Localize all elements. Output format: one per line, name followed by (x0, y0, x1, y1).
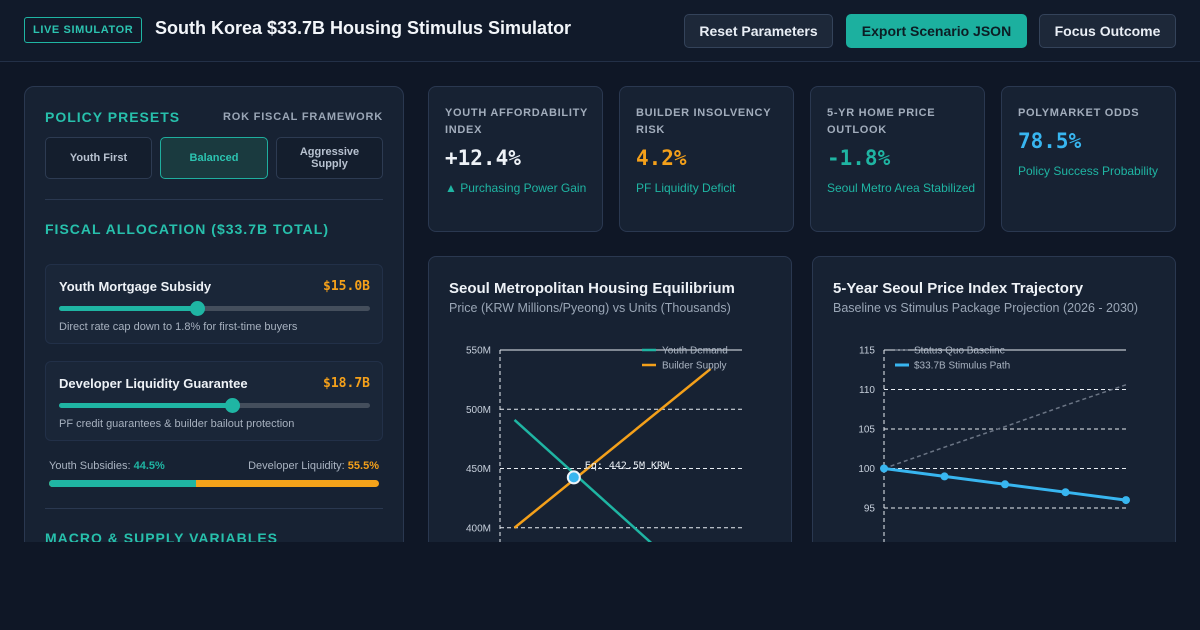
framework-label: ROK FISCAL FRAMEWORK (222, 111, 383, 123)
kpi-youth-affordability: YOUTH AFFORDABILITY INDEX +12.4% ▲ Purch… (428, 86, 603, 232)
y-tick-label: 500M (466, 405, 491, 416)
legend-label: Builder Supply (662, 361, 726, 372)
legend-label: Status Quo Baseline (914, 346, 1006, 357)
chart-subtitle: Price (KRW Millions/Pyeong) vs Units (Th… (449, 301, 731, 315)
slider-label: Youth Mortgage Subsidy (59, 279, 212, 294)
youth-subsidy-slider[interactable] (59, 301, 370, 316)
developer-liquidity-slider-card: Developer Liquidity Guarantee $18.7B PF … (45, 361, 383, 441)
data-point (1061, 488, 1070, 497)
developer-liquidity-slider[interactable] (59, 398, 370, 413)
slider-value: $18.7B (323, 376, 370, 391)
kpi-subtext: PF Liquidity Deficit (636, 181, 736, 195)
data-point (880, 464, 888, 473)
series-line (513, 367, 712, 529)
youth-split-text: Youth Subsidies: 44.5% (49, 460, 165, 472)
kpi-value: -1.8% (827, 146, 891, 170)
kpi-label: POLYMARKET ODDS (1018, 107, 1140, 119)
kpi-subtext: Seoul Metro Area Stabilized (827, 181, 976, 195)
y-tick-label: 105 (858, 425, 875, 436)
kpi-home-price-outlook: 5-YR HOME PRICE OUTLOOK -1.8% Seoul Metr… (810, 86, 985, 232)
y-tick-label: 115 (859, 346, 875, 357)
price-trajectory-chart-panel: 115 110 105 100 95 Status Quo Baseline $33.7B … (812, 256, 1176, 556)
youth-split-value: 44.5% (133, 460, 165, 472)
legend-label: $33.7B Stimulus Path (914, 361, 1010, 372)
slider-description: Direct rate cap down to 1.8% for first-t… (59, 321, 298, 333)
y-tick-label: 450M (466, 464, 491, 475)
kpi-label: 5-YR HOME PRICE OUTLOOK (827, 107, 936, 136)
developer-split-text: Developer Liquidity: 55.5% (248, 460, 379, 472)
divider (45, 199, 383, 200)
data-point (940, 472, 949, 481)
kpi-label: BUILDER INSOLVENCY RISK (636, 107, 772, 136)
youth-subsidy-slider-card: Youth Mortgage Subsidy $15.0B Direct rat… (45, 264, 383, 344)
app-title: South Korea $33.7B Housing Stimulus Simu… (155, 18, 572, 38)
kpi-polymarket-odds: POLYMARKET ODDS 78.5% Policy Success Pro… (1001, 86, 1176, 232)
equilibrium-chart-panel: 550M 500M 450M 400M Youth Demand Builder Supp… (428, 256, 792, 556)
export-scenario-button[interactable]: Export Scenario JSON (846, 14, 1027, 48)
slider-value: $15.0B (323, 279, 370, 294)
slider-description: PF credit guarantees & builder bailout p… (59, 418, 295, 430)
y-tick-label: 110 (859, 385, 875, 396)
fiscal-allocation-title: FISCAL ALLOCATION ($33.7B TOTAL) (45, 221, 330, 237)
slider-label: Developer Liquidity Guarantee (59, 376, 248, 391)
chart-title: Seoul Metropolitan Housing Equilibrium (449, 280, 735, 297)
page-background (0, 542, 1200, 630)
legend-label: Youth Demand (662, 346, 728, 357)
kpi-value: 4.2% (636, 146, 687, 170)
y-tick-label: 100 (858, 464, 875, 475)
live-simulator-badge: LIVE SIMULATOR (24, 17, 143, 43)
kpi-builder-insolvency: BUILDER INSOLVENCY RISK 4.2% PF Liquidit… (619, 86, 794, 232)
kpi-value: 78.5% (1018, 129, 1082, 153)
baseline-line (883, 384, 1127, 470)
data-point (1122, 496, 1130, 505)
developer-split-value: 55.5% (347, 460, 379, 472)
y-tick-label: 550M (466, 346, 491, 357)
chart-subtitle: Baseline vs Stimulus Package Projection … (833, 301, 1139, 315)
kpi-subtext: ▲ Purchasing Power Gain (445, 181, 587, 195)
preset-balanced-button[interactable]: Balanced (160, 137, 268, 179)
policy-sidebar: POLICY PRESETS ROK FISCAL FRAMEWORK Yout… (24, 86, 404, 556)
preset-aggressive-supply-button[interactable]: Aggressive Supply (276, 137, 383, 179)
youth-split-label: Youth Subsidies: (49, 460, 131, 472)
slider-fill (59, 306, 198, 311)
divider (45, 508, 383, 509)
data-point (1001, 480, 1009, 489)
y-tick-label: 400M (466, 523, 491, 534)
equilibrium-point (566, 470, 581, 485)
kpi-label: YOUTH AFFORDABILITY INDEX (445, 107, 588, 136)
reset-parameters-button[interactable]: Reset Parameters (684, 14, 833, 48)
top-bar: LIVE SIMULATOR South Korea $33.7B Housin… (0, 0, 1200, 62)
chart-title: 5-Year Seoul Price Index Trajectory (833, 280, 1084, 297)
series-line (513, 418, 667, 555)
policy-presets-title: POLICY PRESETS (45, 109, 181, 125)
developer-split-label: Developer Liquidity: (248, 460, 345, 472)
slider-handle[interactable] (190, 301, 206, 316)
y-tick-label: 95 (864, 504, 876, 515)
allocation-split-bar (49, 480, 379, 487)
preset-youth-first-button[interactable]: Youth First (45, 137, 152, 179)
kpi-value: +12.4% (445, 146, 521, 170)
equilibrium-label: Eq: 442.5M KRW (585, 460, 670, 471)
focus-outcome-button[interactable]: Focus Outcome (1039, 14, 1176, 48)
kpi-subtext: Policy Success Probability (1018, 164, 1159, 178)
youth-share-fill (49, 480, 196, 487)
slider-fill (59, 403, 232, 408)
slider-handle[interactable] (224, 398, 240, 413)
